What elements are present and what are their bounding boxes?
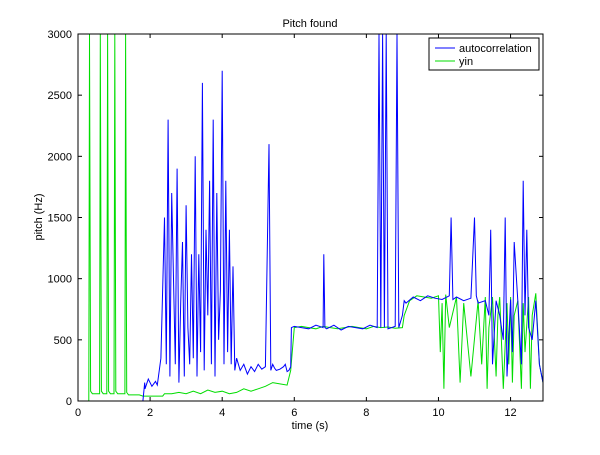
plot-area-background: [78, 34, 543, 401]
y-tick-label: 2500: [48, 90, 72, 102]
x-tick-label: 10: [432, 407, 444, 419]
y-tick-label: 2000: [48, 151, 72, 163]
x-tick-label: 12: [504, 407, 516, 419]
x-tick-label: 4: [219, 407, 225, 419]
legend-label: yin: [459, 56, 473, 68]
x-tick-label: 6: [291, 407, 297, 419]
plot-frame: [77, 33, 544, 402]
y-axis-label: pitch (Hz): [33, 193, 45, 240]
legend-label: autocorrelation: [459, 43, 532, 55]
x-tick-label: 8: [363, 407, 369, 419]
y-tick-label: 500: [54, 335, 72, 347]
chart-title: Pitch found: [282, 18, 337, 30]
ticks-layer: 0 2 4 6 8 10 12 0 500 1000 1500 2000 2500 3000: [48, 29, 543, 419]
series-line-autocorrelation: [88, 34, 543, 401]
series-layer: [78, 34, 543, 401]
x-tick-label: 0: [75, 407, 81, 419]
legend-box: [428, 37, 540, 71]
y-tick-label: 1500: [48, 213, 72, 225]
series-line-yin: [78, 34, 543, 401]
y-tick-label: 0: [66, 396, 72, 408]
x-axis-label: time (s): [292, 420, 329, 432]
x-tick-label: 2: [147, 407, 153, 419]
y-tick-label: 1000: [48, 274, 72, 286]
y-tick-label: 3000: [48, 29, 72, 41]
